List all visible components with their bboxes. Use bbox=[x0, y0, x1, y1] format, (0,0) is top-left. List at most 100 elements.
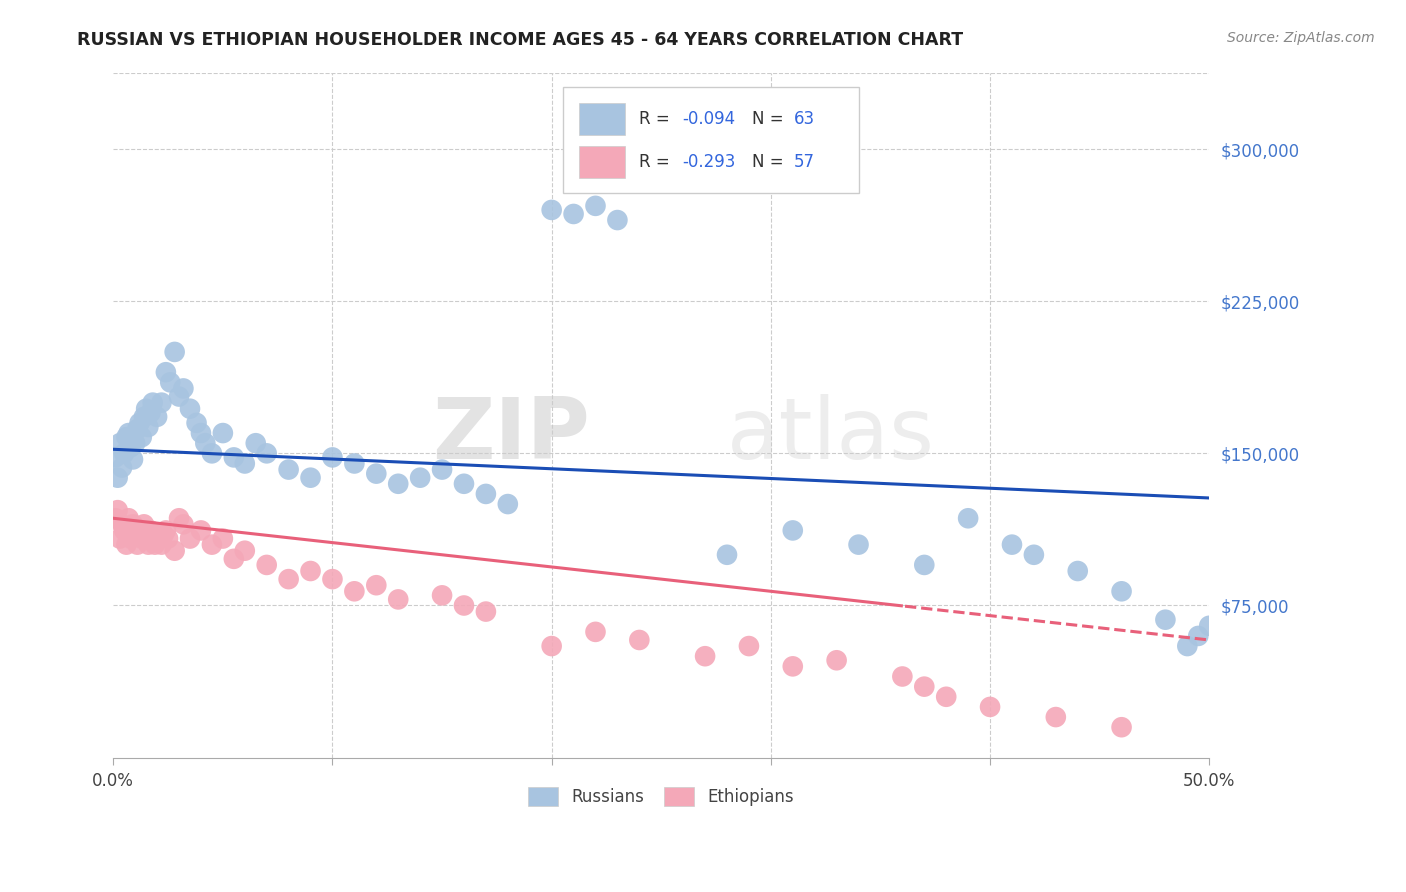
Point bbox=[111, 460, 134, 475]
Point bbox=[146, 409, 169, 424]
Text: ZIP: ZIP bbox=[432, 394, 591, 477]
Point bbox=[848, 538, 870, 552]
FancyBboxPatch shape bbox=[579, 103, 626, 135]
Point bbox=[366, 578, 388, 592]
Point bbox=[172, 517, 194, 532]
Point bbox=[108, 436, 131, 450]
Point bbox=[387, 592, 409, 607]
Point bbox=[222, 551, 245, 566]
Point bbox=[1111, 584, 1133, 599]
Text: R =: R = bbox=[640, 110, 675, 128]
Point bbox=[194, 436, 217, 450]
Point bbox=[1111, 720, 1133, 734]
Point bbox=[128, 416, 150, 430]
Point bbox=[277, 572, 299, 586]
Point bbox=[122, 452, 145, 467]
Point bbox=[179, 532, 201, 546]
Point bbox=[139, 406, 162, 420]
Point bbox=[143, 538, 166, 552]
Point bbox=[475, 605, 498, 619]
Point bbox=[201, 538, 224, 552]
Text: -0.094: -0.094 bbox=[682, 110, 735, 128]
Point bbox=[585, 624, 607, 639]
Point bbox=[562, 207, 585, 221]
Point bbox=[132, 409, 155, 424]
Point bbox=[1175, 639, 1198, 653]
Point bbox=[142, 532, 165, 546]
Point bbox=[693, 649, 716, 664]
Point bbox=[233, 543, 256, 558]
Point bbox=[979, 700, 1001, 714]
Point bbox=[1154, 613, 1177, 627]
Point bbox=[112, 446, 135, 460]
Point bbox=[142, 395, 165, 409]
Point bbox=[935, 690, 957, 704]
Point bbox=[606, 213, 628, 227]
Point bbox=[120, 440, 142, 454]
Point bbox=[430, 588, 453, 602]
Point bbox=[115, 538, 138, 552]
Point bbox=[212, 425, 235, 440]
Point bbox=[186, 416, 208, 430]
Point bbox=[127, 422, 149, 436]
Point bbox=[148, 532, 170, 546]
Point bbox=[738, 639, 761, 653]
Point bbox=[104, 511, 127, 525]
Point bbox=[124, 436, 146, 450]
Point bbox=[117, 425, 139, 440]
Text: atlas: atlas bbox=[727, 394, 935, 477]
Point bbox=[190, 425, 212, 440]
Point bbox=[957, 511, 980, 525]
Point bbox=[430, 462, 453, 476]
Point bbox=[157, 532, 180, 546]
Point bbox=[135, 527, 157, 541]
Point bbox=[1001, 538, 1024, 552]
Point bbox=[163, 543, 186, 558]
Point bbox=[1187, 629, 1209, 643]
Point bbox=[245, 436, 267, 450]
Point bbox=[115, 430, 138, 444]
Point bbox=[496, 497, 519, 511]
Point bbox=[321, 450, 343, 465]
Point bbox=[256, 446, 278, 460]
Point bbox=[540, 202, 562, 217]
Point bbox=[131, 532, 153, 546]
FancyBboxPatch shape bbox=[579, 146, 626, 178]
Point bbox=[128, 527, 150, 541]
Point bbox=[127, 538, 149, 552]
Point bbox=[453, 476, 475, 491]
Point bbox=[299, 471, 322, 485]
Point bbox=[107, 503, 129, 517]
Point bbox=[1067, 564, 1090, 578]
Point bbox=[108, 532, 131, 546]
Point bbox=[912, 558, 935, 572]
Point bbox=[152, 527, 174, 541]
Point bbox=[366, 467, 388, 481]
Point bbox=[475, 487, 498, 501]
Point bbox=[124, 524, 146, 538]
Text: Source: ZipAtlas.com: Source: ZipAtlas.com bbox=[1227, 31, 1375, 45]
Point bbox=[825, 653, 848, 667]
Point bbox=[912, 680, 935, 694]
Point bbox=[343, 584, 366, 599]
Point bbox=[131, 430, 153, 444]
Point bbox=[139, 524, 162, 538]
FancyBboxPatch shape bbox=[562, 87, 859, 193]
Point bbox=[132, 517, 155, 532]
Text: R =: R = bbox=[640, 153, 675, 171]
Point bbox=[138, 538, 160, 552]
Point bbox=[150, 395, 173, 409]
Point bbox=[117, 511, 139, 525]
Point bbox=[167, 511, 190, 525]
Point bbox=[409, 471, 432, 485]
Point bbox=[1198, 619, 1220, 633]
Point bbox=[155, 365, 177, 379]
Point bbox=[135, 401, 157, 416]
Text: 63: 63 bbox=[794, 110, 815, 128]
Point bbox=[585, 199, 607, 213]
Point bbox=[222, 450, 245, 465]
Point bbox=[540, 639, 562, 653]
Point bbox=[299, 564, 322, 578]
Point bbox=[277, 462, 299, 476]
Point bbox=[155, 524, 177, 538]
